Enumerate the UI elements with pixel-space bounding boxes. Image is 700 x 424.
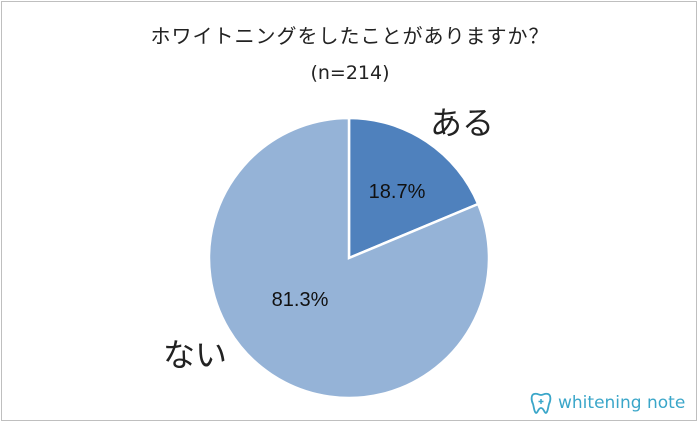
data-label-aru: 18.7% [369,181,426,203]
tooth-icon [530,392,552,414]
pie-slice-aru [347,116,480,260]
logo-text: whitening note [558,393,686,413]
chart-subtitle: (n=214) [310,62,390,84]
category-label-aru: ある [430,104,494,142]
chart-title: ホワイトニングをしたことがありますか？ [150,24,550,48]
data-label-nai: 81.3% [272,289,329,311]
pie-slice-nai [207,116,491,400]
whitening-note-logo: whitening note [530,390,685,416]
category-label-nai: ない [163,336,227,374]
